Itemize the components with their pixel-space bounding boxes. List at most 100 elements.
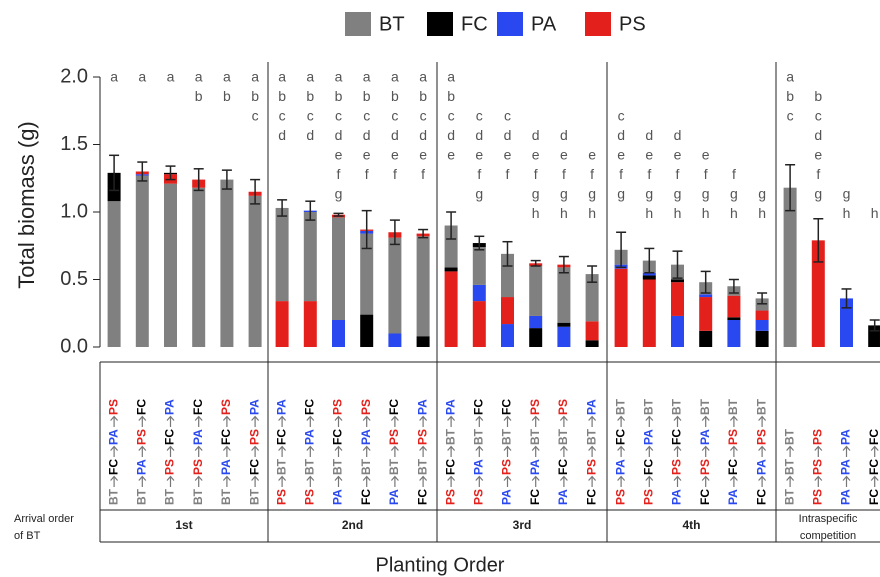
bar-segment <box>699 330 713 347</box>
group-label: 1st <box>175 518 192 532</box>
category-arrow <box>531 415 540 427</box>
error-bar <box>757 292 768 305</box>
category-arrow <box>306 415 315 427</box>
legend-label: PS <box>619 13 646 35</box>
error-bar <box>389 219 400 246</box>
significance-letter: d <box>278 127 286 143</box>
category-token: PA <box>839 429 853 445</box>
error-bar <box>109 154 120 192</box>
significance-letter: f <box>562 166 566 182</box>
category-token: BT <box>754 398 768 415</box>
category-token: PS <box>641 489 655 505</box>
significance-letter: h <box>730 205 738 221</box>
significance-letter: c <box>476 108 483 124</box>
bar-segment <box>585 321 599 341</box>
significance-letter: d <box>560 127 568 143</box>
error-bar <box>869 319 880 332</box>
category-arrow <box>475 445 484 457</box>
bar-segment <box>671 279 684 283</box>
group-label: Intraspecific <box>799 513 858 525</box>
significance-letter: g <box>843 186 851 202</box>
significance-letter: c <box>815 108 822 124</box>
category-arrow <box>138 445 147 457</box>
category-token: FC <box>528 489 542 505</box>
significance-letter: g <box>645 186 653 202</box>
category-token: BT <box>387 458 401 475</box>
category-token: PS <box>359 399 373 415</box>
category-arrow <box>673 415 682 427</box>
legend-swatch <box>497 12 523 36</box>
category-token: FC <box>867 429 880 445</box>
significance-letter: e <box>814 147 822 163</box>
category-token: BT <box>670 398 684 415</box>
y-tick-label: 1.5 <box>60 133 88 155</box>
bar-segment <box>529 315 543 329</box>
significance-letter: e <box>391 147 399 163</box>
category-token: PA <box>528 459 542 475</box>
significance-letter: a <box>167 69 175 85</box>
category-token: PS <box>163 459 177 475</box>
error-bar <box>193 168 204 192</box>
significance-letter: h <box>588 205 596 221</box>
category-token: FC <box>359 489 373 505</box>
category-token: PS <box>584 459 598 475</box>
y-tick-label: 0.5 <box>60 268 88 290</box>
category-token: FC <box>106 459 120 475</box>
category-token: PA <box>839 489 853 505</box>
category-arrow <box>588 415 597 427</box>
category-token: PA <box>134 459 148 475</box>
category-token: PS <box>698 459 712 475</box>
significance-letter: d <box>617 127 625 143</box>
significance-letter: g <box>730 186 738 202</box>
bar-segment <box>472 284 486 302</box>
category-token: FC <box>134 399 148 415</box>
category-arrow <box>166 415 175 427</box>
bar-segment <box>332 217 345 320</box>
significance-letter: g <box>674 186 682 202</box>
category-token: FC <box>443 459 457 475</box>
error-bar <box>558 255 569 274</box>
significance-letter: a <box>447 69 455 85</box>
error-bar <box>672 250 683 279</box>
bar-segment <box>614 268 628 347</box>
significance-letter: g <box>335 186 343 202</box>
significance-letter: a <box>223 69 231 85</box>
bar-segment <box>416 236 430 337</box>
category-token: PS <box>415 429 429 445</box>
significance-letter: e <box>645 147 653 163</box>
category-arrow <box>334 475 343 487</box>
significance-letter: f <box>393 166 397 182</box>
bar-segment <box>811 240 825 347</box>
significance-letter: f <box>337 166 341 182</box>
category-token: BT <box>726 398 740 415</box>
significance-letter: c <box>504 108 511 124</box>
category-token: BT <box>219 488 233 505</box>
significance-letter: h <box>532 205 540 221</box>
category-arrow <box>588 475 597 487</box>
category-arrow <box>362 475 371 487</box>
category-arrow <box>729 445 738 457</box>
legend-label: FC <box>461 13 488 35</box>
category-arrow <box>503 475 512 487</box>
significance-letter: h <box>645 205 653 221</box>
error-bar <box>616 231 627 269</box>
category-arrow <box>251 475 260 487</box>
category-arrow <box>758 445 767 457</box>
significance-letter: h <box>871 205 879 221</box>
category-token: PA <box>556 489 570 505</box>
significance-letter: e <box>447 147 455 163</box>
category-token: FC <box>726 459 740 475</box>
category-token: PS <box>500 459 514 475</box>
category-token: PA <box>415 399 429 415</box>
error-bar <box>587 265 598 283</box>
category-arrow <box>138 475 147 487</box>
category-arrow <box>222 415 231 427</box>
category-token: PA <box>359 429 373 445</box>
significance-letter: g <box>588 186 596 202</box>
significance-letter: a <box>335 69 343 85</box>
significance-letter: a <box>110 69 118 85</box>
significance-letter: c <box>391 108 398 124</box>
category-arrow <box>870 475 879 487</box>
bar-segment <box>164 183 177 347</box>
significance-letter: e <box>475 147 483 163</box>
